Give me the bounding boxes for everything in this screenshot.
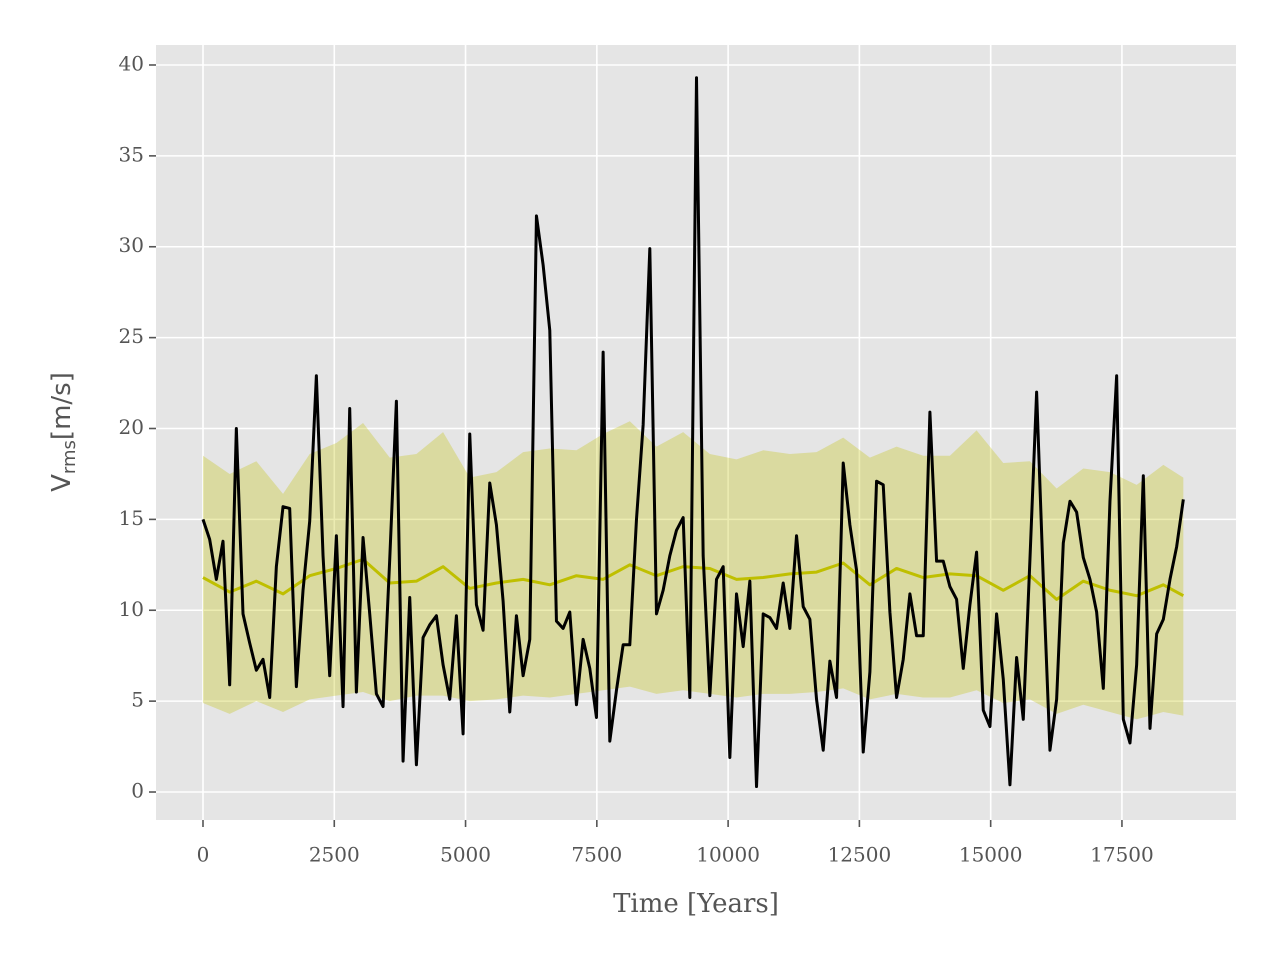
x-tick-label: 0 bbox=[197, 843, 210, 867]
y-tick-label: 10 bbox=[119, 597, 144, 621]
y-tick-label: 0 bbox=[131, 779, 144, 803]
y-label-sub: rms bbox=[59, 440, 80, 474]
y-tick-label: 40 bbox=[119, 51, 144, 75]
x-tick-label: 2500 bbox=[309, 843, 360, 867]
x-tick-label: 15000 bbox=[959, 843, 1023, 867]
series-line bbox=[202, 557, 1185, 601]
y-tick-label: 35 bbox=[119, 142, 144, 166]
y-tick-label: 15 bbox=[119, 506, 144, 530]
series-line bbox=[201, 76, 1185, 789]
x-tick-label: 12500 bbox=[828, 843, 892, 867]
y-tick-label: 30 bbox=[119, 233, 144, 257]
x-tick-label: 10000 bbox=[696, 843, 760, 867]
y-axis-label: Vrms[m/s] bbox=[47, 372, 80, 492]
x-axis-label: Time [Years] bbox=[613, 889, 779, 919]
y-tick-label: 20 bbox=[119, 415, 144, 439]
y-label-base: V bbox=[47, 474, 77, 492]
y-tick-label: 25 bbox=[119, 324, 144, 348]
range-band bbox=[202, 421, 1184, 720]
x-tick-label: 7500 bbox=[571, 843, 622, 867]
x-tick-label: 17500 bbox=[1090, 843, 1154, 867]
y-label-unit: [m/s] bbox=[47, 372, 77, 440]
x-tick-label: 5000 bbox=[440, 843, 491, 867]
y-tick-label: 5 bbox=[131, 688, 144, 712]
